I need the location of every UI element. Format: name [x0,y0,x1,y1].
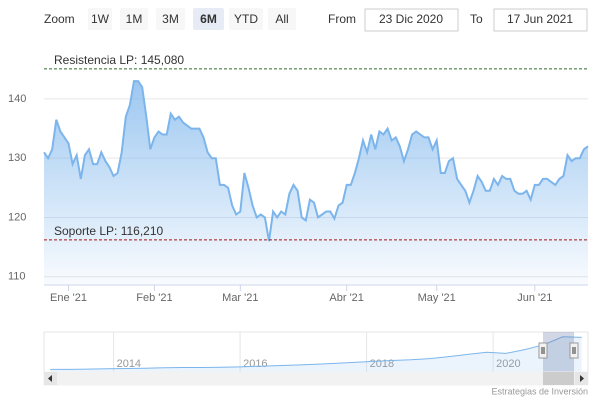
range-button[interactable] [88,8,112,30]
x-tick-label: Mar '21 [222,292,258,304]
range-button[interactable] [229,8,263,30]
plot-line-label: Soporte LP: 116,210 [54,224,164,238]
navigator-area [50,336,582,372]
range-button-label[interactable]: 1W [91,12,110,26]
from-value[interactable]: 23 Dic 2020 [379,12,443,26]
to-value[interactable]: 17 Jun 2021 [507,12,573,26]
range-button-label[interactable]: 3M [162,12,179,26]
range-button-label[interactable]: YTD [234,12,258,26]
x-tick-label: Feb '21 [136,292,172,304]
range-button-label[interactable]: 6M [200,12,217,26]
navigator-selection[interactable] [543,332,574,372]
navigator-tick-label: 2014 [117,358,141,370]
range-button[interactable] [193,8,224,30]
x-tick-label: Abr '21 [329,292,364,304]
x-tick-label: May '21 [418,292,456,304]
scrollbar-arrow [48,375,52,382]
to-input[interactable] [493,8,588,32]
from-label: From [328,12,356,26]
to-label: To [470,12,483,26]
price-line [43,80,589,242]
navigator-line [50,336,582,370]
range-button[interactable] [156,8,185,30]
x-tick-label: Jun '21 [517,292,552,304]
navigator-tick-label: 2020 [496,358,520,370]
scrollbar-track [43,371,589,386]
y-tick-label: 110 [8,271,26,283]
range-button-label[interactable]: 1M [126,12,143,26]
range-button[interactable] [120,8,148,30]
from-input[interactable] [364,8,459,32]
y-tick-label: 130 [8,152,26,164]
navigator-handle[interactable] [569,342,579,359]
y-tick-label: 140 [8,93,26,105]
x-tick-label: Ene '21 [50,292,87,304]
scrollbar-arrow [580,375,584,382]
area-fill [44,81,588,285]
y-tick-label: 120 [8,211,26,223]
plot-line-label: Resistencia LP: 145,080 [54,53,184,67]
zoom-label: Zoom [44,12,75,26]
range-button[interactable] [268,8,296,30]
scrollbar-thumb[interactable] [543,372,574,385]
credits: Estrategias de Inversión [491,386,588,396]
navigator-handle[interactable] [538,342,548,359]
range-button-label[interactable]: All [275,12,288,26]
